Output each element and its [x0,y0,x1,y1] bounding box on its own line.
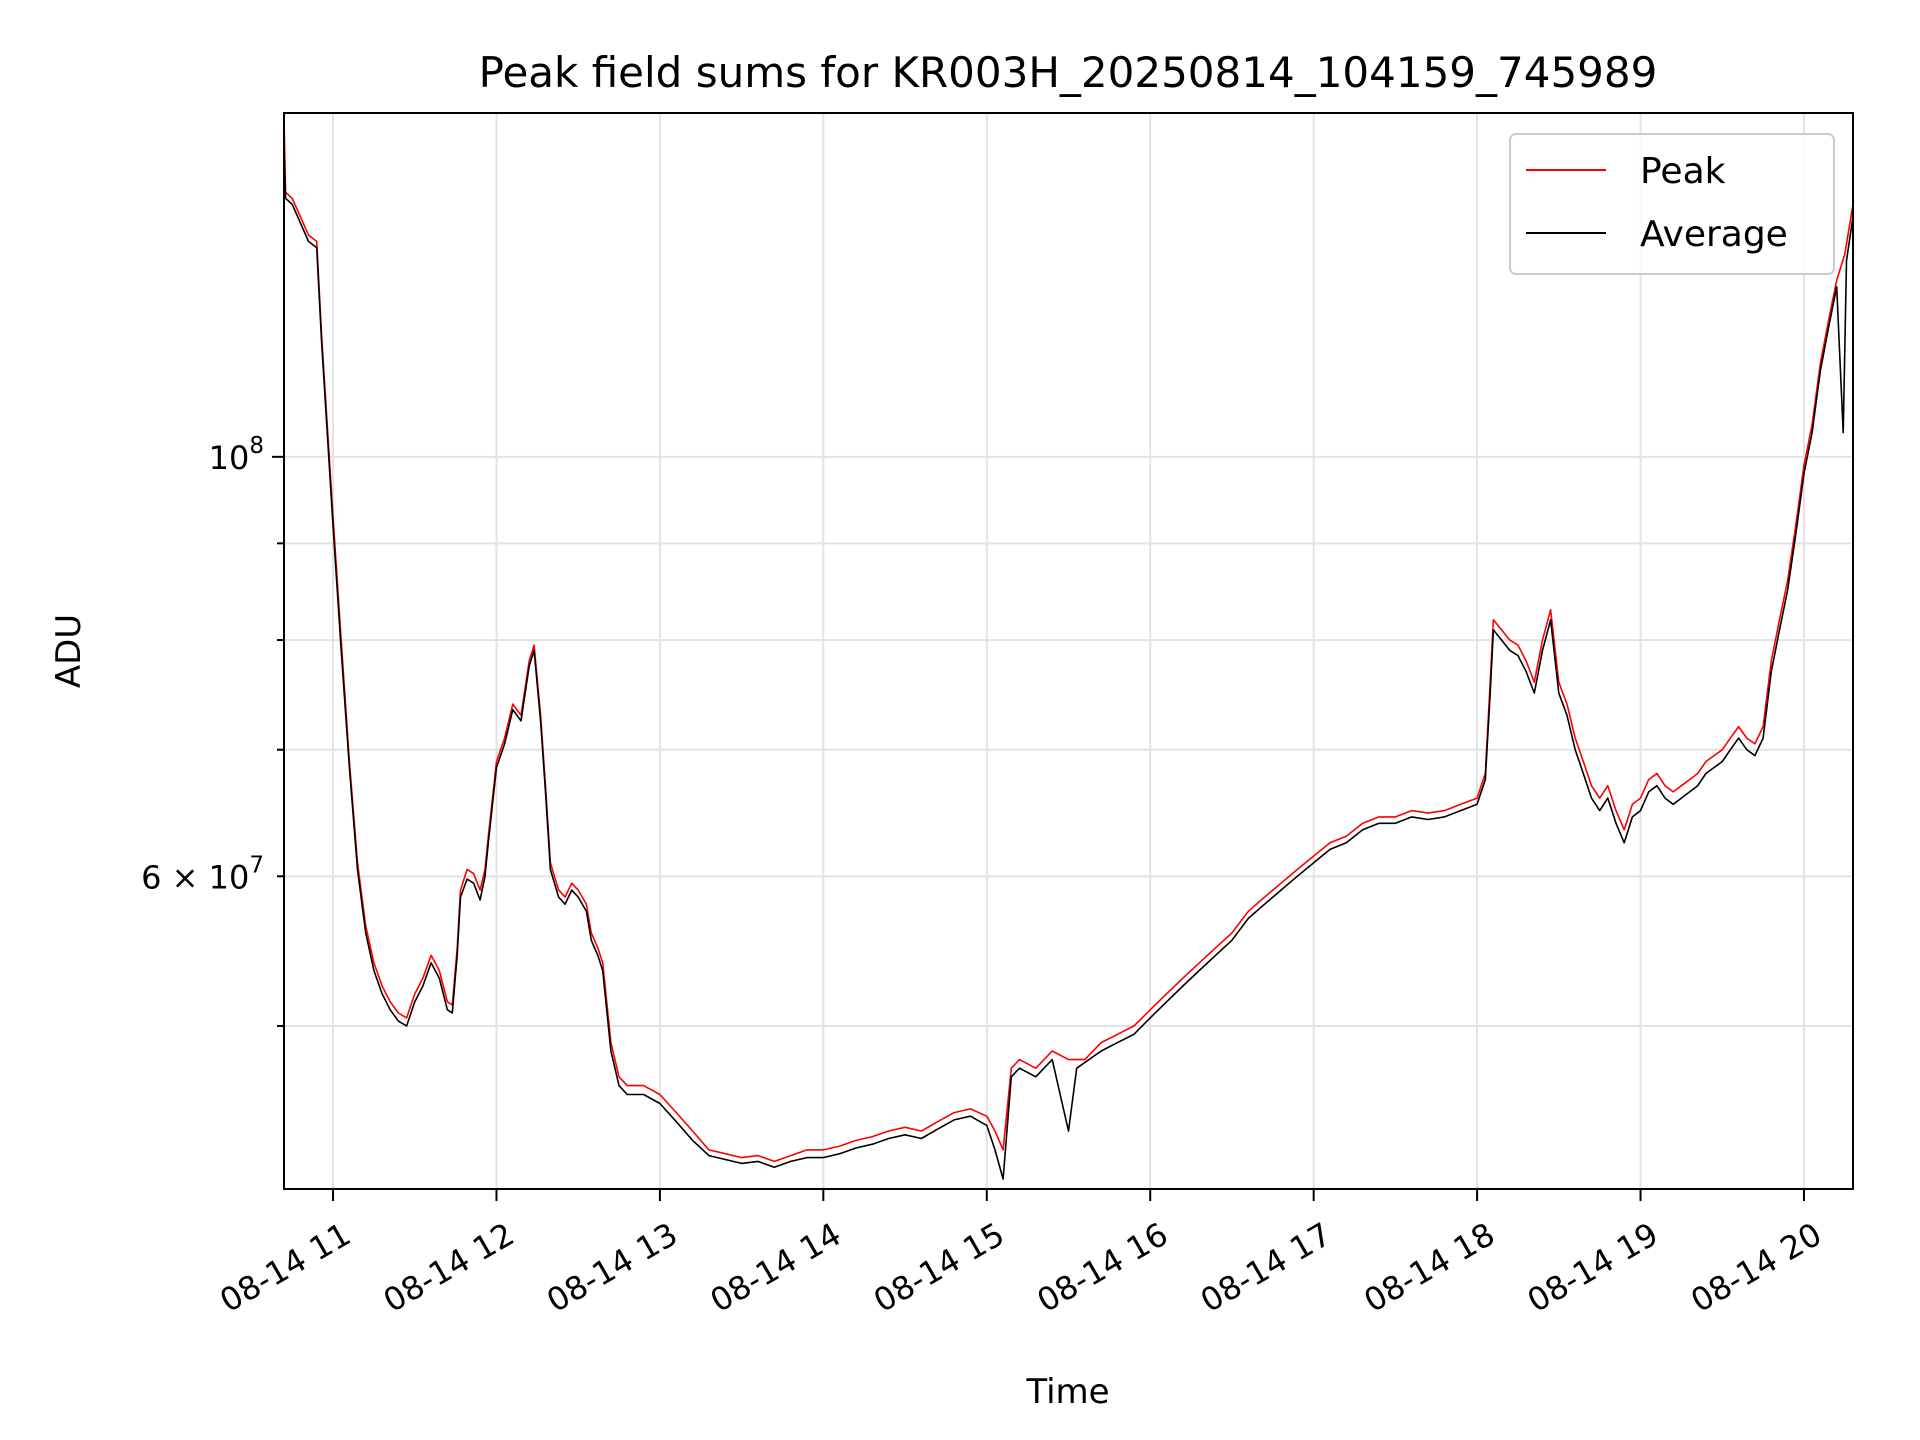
plot-frame [283,112,1854,1190]
x-axis-label: Time [1025,1372,1109,1412]
legend-label-peak: Peak [1640,151,1726,192]
y-tick-label: 6 × 107 [141,852,264,896]
series-line-peak [284,118,1853,1163]
legend: Peak Average [1509,133,1835,275]
series-line-average [284,151,1853,1180]
series-layer [284,118,1853,1180]
chart-title: Peak field sums for KR003H_20250814_1041… [479,48,1658,97]
grid [284,113,1853,1189]
y-axis-label: ADU [49,614,89,688]
legend-label-average: Average [1640,214,1788,255]
y-tick-label: 108 [209,433,264,477]
